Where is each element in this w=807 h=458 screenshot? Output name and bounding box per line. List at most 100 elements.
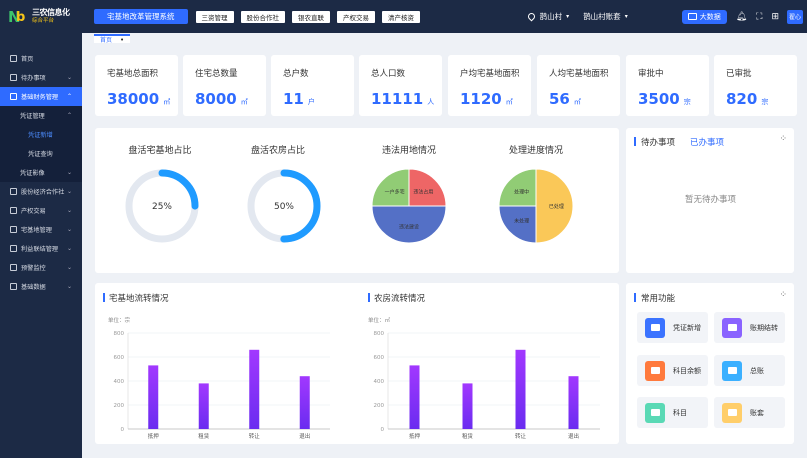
y-tick-label: 800 xyxy=(374,331,385,337)
system-title-button[interactable]: 宅基地改革管理系统 xyxy=(94,9,188,24)
chevron-down-icon: ⌄ xyxy=(66,264,72,271)
village-selector[interactable]: 鹊山村 ▾ xyxy=(526,11,570,22)
func-ledger-button[interactable]: 总账 xyxy=(714,355,785,386)
account-selector[interactable]: 鹊山村账套 ▾ xyxy=(583,12,628,21)
pie-title: 处理进度情况 xyxy=(508,146,564,156)
grid-menu-icon[interactable]: ⊞ xyxy=(771,11,779,22)
balance-icon xyxy=(645,360,665,381)
topnav-item-audit[interactable]: 清产核资 xyxy=(382,10,420,23)
home-icon xyxy=(10,55,17,62)
sidebar-item-voucher-mgmt[interactable]: 凭证管理 ⌃ xyxy=(0,106,82,125)
bar xyxy=(148,365,159,429)
title-accent xyxy=(634,137,636,146)
todo-panel: 待办事项 已办事项 ⁘ 暂无待办事项 xyxy=(626,128,794,273)
sidebar-item-voucher-add[interactable]: 凭证新增 xyxy=(0,125,82,144)
location-pin-icon xyxy=(526,11,537,22)
topnav-item-trade[interactable]: 产权交易 xyxy=(337,10,375,23)
functions-title: 常用功能 xyxy=(641,294,676,304)
logo-subtitle: 综合平台 xyxy=(32,17,55,24)
x-tick-label: 租赁 xyxy=(198,432,210,440)
sidebar-item-homestead[interactable]: 宅基地管理 ⌄ xyxy=(0,220,82,239)
x-tick-label: 退出 xyxy=(299,432,310,440)
chevron-down-icon: ⌄ xyxy=(66,74,72,81)
ledger-icon xyxy=(722,360,742,381)
pie-slice-label: 处理中 xyxy=(514,189,529,196)
sidebar-item-voucher-image[interactable]: 凭证影像 ⌄ xyxy=(0,163,82,182)
ring-title: 盘活宅基地占比 xyxy=(128,146,192,156)
bar-charts: 单位：宗 0 200 400 600 800 抵押 租赁 转让 退出 单位：㎡ 0 200 400 600 8… xyxy=(108,316,600,440)
logo-title: 三农信息化 xyxy=(32,7,70,17)
more-grid-icon[interactable]: ⁘ xyxy=(779,134,786,144)
subject-icon xyxy=(645,402,665,423)
chart-title: 农房流转情况 xyxy=(374,294,426,304)
sidebar-item-finance[interactable]: 基础财务管理 ⌃ xyxy=(0,87,82,106)
stat-card: 审批中 3500 宗 xyxy=(626,55,709,116)
tab-dot-icon: • xyxy=(120,35,125,44)
data-icon xyxy=(10,283,17,290)
sidebar-item-coop[interactable]: 股份经济合作社 ⌄ xyxy=(0,182,82,201)
sidebar-item-voucher-query[interactable]: 凭证查询 xyxy=(0,144,82,163)
func-account-set-button[interactable]: 账套 xyxy=(714,397,785,428)
coop-icon xyxy=(10,188,17,195)
y-tick-label: 400 xyxy=(114,379,125,385)
tab-pending[interactable]: 待办事项 xyxy=(641,138,676,148)
chevron-down-icon: ▾ xyxy=(566,13,570,20)
func-balance-button[interactable]: 科目余额 xyxy=(637,355,708,386)
bar xyxy=(299,376,310,429)
stat-card: 已审批 820 宗 xyxy=(714,55,797,116)
top-nav: 三资管理 股份合作社 银农直联 产权交易 清产核资 xyxy=(195,10,428,23)
pie-slice xyxy=(535,168,574,244)
title-accent xyxy=(368,293,370,302)
y-tick-label: 800 xyxy=(114,331,125,337)
pie-slice xyxy=(371,205,447,244)
functions-panel: 常用功能 ⁘ 凭证新增 账期结转 科目余额 总账 科目 账套 xyxy=(626,283,794,444)
y-tick-label: 400 xyxy=(374,379,385,385)
empty-message: 暂无待办事项 xyxy=(685,195,737,205)
sidebar-item-trade[interactable]: 产权交易 ⌄ xyxy=(0,201,82,220)
y-tick-label: 200 xyxy=(114,403,125,409)
topnav-item-assets[interactable]: 三资管理 xyxy=(195,10,234,23)
chevron-down-icon: ▾ xyxy=(624,13,628,20)
finance-icon xyxy=(10,93,17,100)
func-period-close-button[interactable]: 账期结转 xyxy=(714,312,785,343)
topnav-item-bank[interactable]: 银农直联 xyxy=(292,10,330,23)
trade-icon xyxy=(10,207,17,214)
y-axis-unit: 单位：㎡ xyxy=(368,316,391,324)
breadcrumb: 首页 • xyxy=(94,33,131,44)
pie-slice-label: 未处理 xyxy=(514,217,529,224)
y-tick-label: 600 xyxy=(374,355,385,361)
sidebar-item-link[interactable]: 利益联结管理 ⌄ xyxy=(0,239,82,258)
fullscreen-icon[interactable]: ⛶ xyxy=(756,11,763,22)
y-axis-unit: 单位：宗 xyxy=(108,316,131,324)
y-tick-label: 0 xyxy=(121,427,125,433)
avatar[interactable]: 翟心 xyxy=(787,9,803,24)
notification-bell-icon[interactable]: 🔔︎ xyxy=(735,11,748,22)
x-tick-label: 转让 xyxy=(515,432,527,440)
func-subject-button[interactable]: 科目 xyxy=(637,397,708,428)
sidebar-item-data[interactable]: 基础数据 ⌄ xyxy=(0,277,82,296)
stat-card: 宅基地总面积 38000 ㎡ xyxy=(95,55,178,116)
pie-slice xyxy=(498,205,537,244)
tab-done[interactable]: 已办事项 xyxy=(690,138,725,148)
title-accent xyxy=(634,293,636,302)
chevron-down-icon: ⌄ xyxy=(66,245,72,252)
tab-home[interactable]: 首页 • xyxy=(94,34,131,44)
sidebar-item-home[interactable]: 首页 xyxy=(0,49,82,68)
stat-card: 总人口数 11111 人 xyxy=(359,55,442,116)
todo-icon xyxy=(10,74,17,81)
y-tick-label: 200 xyxy=(374,403,385,409)
bar xyxy=(198,383,209,429)
voucher-icon xyxy=(645,317,665,338)
chevron-down-icon: ⌄ xyxy=(66,207,72,214)
topnav-item-coop[interactable]: 股份合作社 xyxy=(240,10,285,23)
bar xyxy=(462,383,473,429)
sidebar-item-todo[interactable]: 待办事项 ⌄ xyxy=(0,68,82,87)
bigdata-button[interactable]: 大数据 xyxy=(681,9,727,24)
sidebar-item-alert[interactable]: 预警监控 ⌄ xyxy=(0,258,82,277)
stat-card: 人均宅基地面积 56 ㎡ xyxy=(537,55,620,116)
pie-slice xyxy=(408,168,447,207)
x-tick-label: 抵押 xyxy=(409,432,421,440)
logo[interactable]: N b 三农信息化 综合平台 xyxy=(0,8,86,26)
func-voucher-add-button[interactable]: 凭证新增 xyxy=(637,312,708,343)
more-grid-icon[interactable]: ⁘ xyxy=(779,290,786,300)
